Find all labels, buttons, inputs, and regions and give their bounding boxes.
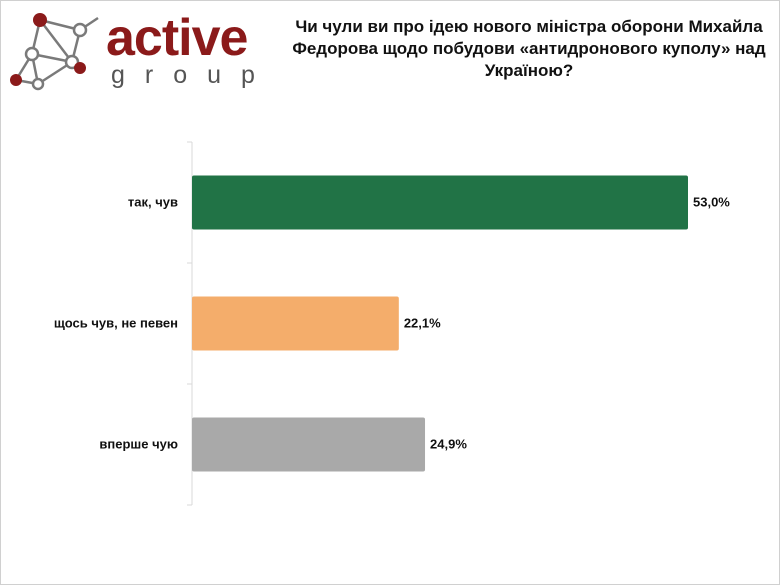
- bars: [192, 175, 688, 472]
- brand-logo: active group: [10, 8, 260, 96]
- category-label: вперше чую: [99, 437, 178, 452]
- category-label: щось чув, не певен: [54, 316, 178, 331]
- bar-1: [192, 175, 688, 230]
- labels: так, чув 53,0% щось чув, не певен 22,1% впер…: [54, 195, 730, 452]
- value-label: 53,0%: [693, 195, 730, 210]
- category-label: так, чув: [128, 195, 178, 210]
- value-label: 22,1%: [404, 316, 441, 331]
- logo-word: active: [106, 9, 248, 67]
- value-label: 24,9%: [430, 437, 467, 452]
- logo-subword: group: [111, 61, 275, 89]
- bar-2: [192, 296, 399, 351]
- network-logo-icon: [10, 13, 99, 91]
- chart-title: Чи чули ви про ідею нового міністра обор…: [292, 17, 766, 80]
- category-axis: [187, 141, 193, 506]
- bar-3: [192, 417, 426, 472]
